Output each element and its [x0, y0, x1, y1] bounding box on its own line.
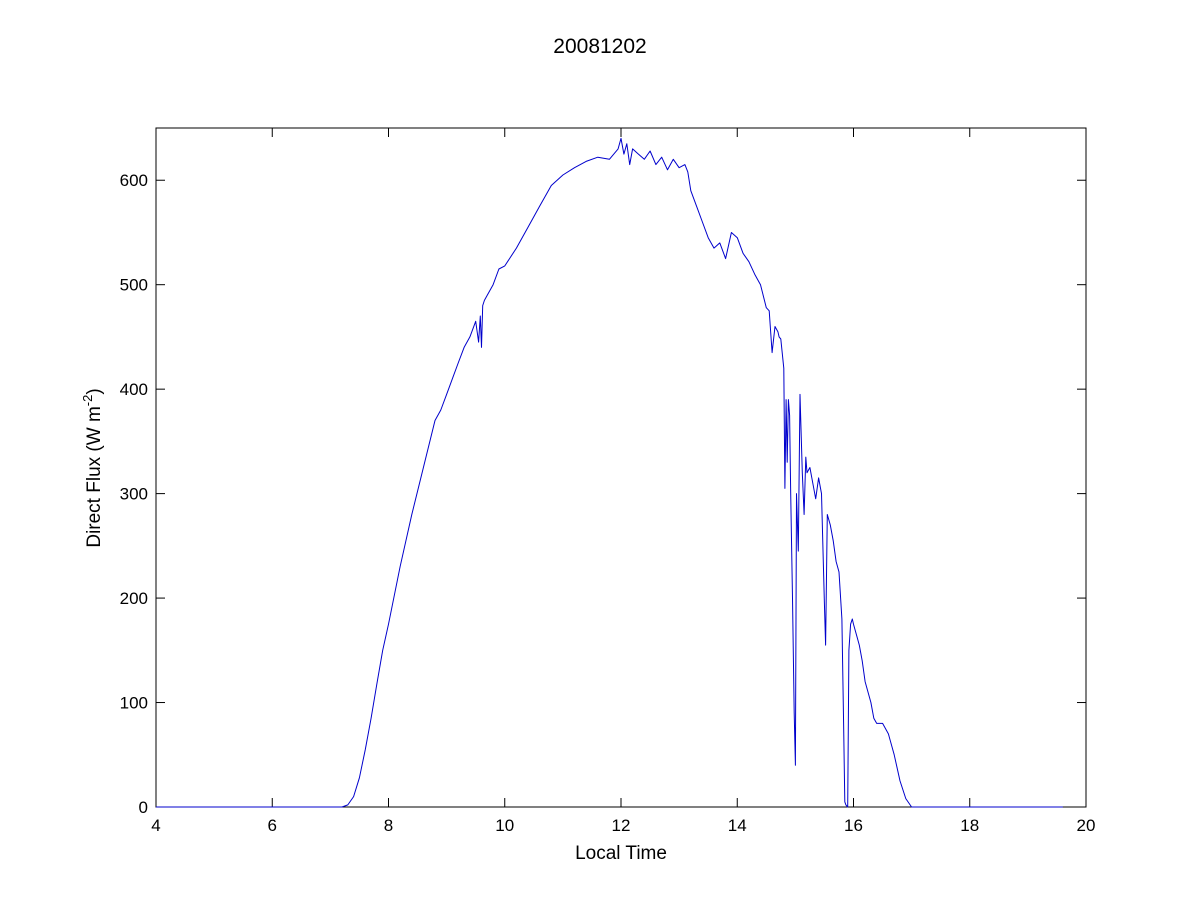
y-tick-label: 500 — [120, 276, 148, 295]
x-tick-label: 12 — [612, 816, 631, 835]
y-tick-label: 0 — [139, 798, 148, 817]
series-line — [156, 137, 1063, 808]
y-axis: 0 100 200 300 400 500 600 — [120, 171, 1086, 817]
x-tick-label: 14 — [728, 816, 747, 835]
series-layer — [156, 137, 1063, 808]
y-axis-label-close: ) — [84, 388, 105, 394]
x-tick-label: 18 — [960, 816, 979, 835]
x-axis: 4 6 8 10 12 14 16 18 20 — [151, 128, 1095, 835]
x-tick-label: 16 — [844, 816, 863, 835]
x-tick-label: 8 — [384, 816, 393, 835]
y-tick-label: 300 — [120, 485, 148, 504]
y-axis-label: Direct Flux (W m-2) — [80, 388, 105, 547]
y-tick-label: 200 — [120, 589, 148, 608]
y-tick-label: 100 — [120, 694, 148, 713]
y-axis-label-superscript: -2 — [80, 395, 95, 407]
x-tick-label: 4 — [151, 816, 160, 835]
y-tick-label: 600 — [120, 171, 148, 190]
x-tick-label: 20 — [1077, 816, 1096, 835]
y-axis-label-main: Direct Flux (W m — [84, 406, 105, 547]
chart-title: 20081202 — [553, 35, 646, 58]
x-axis-label: Local Time — [575, 843, 667, 864]
x-tick-label: 6 — [268, 816, 277, 835]
y-tick-label: 400 — [120, 380, 148, 399]
x-tick-label: 10 — [495, 816, 514, 835]
plot-area — [155, 127, 1087, 808]
